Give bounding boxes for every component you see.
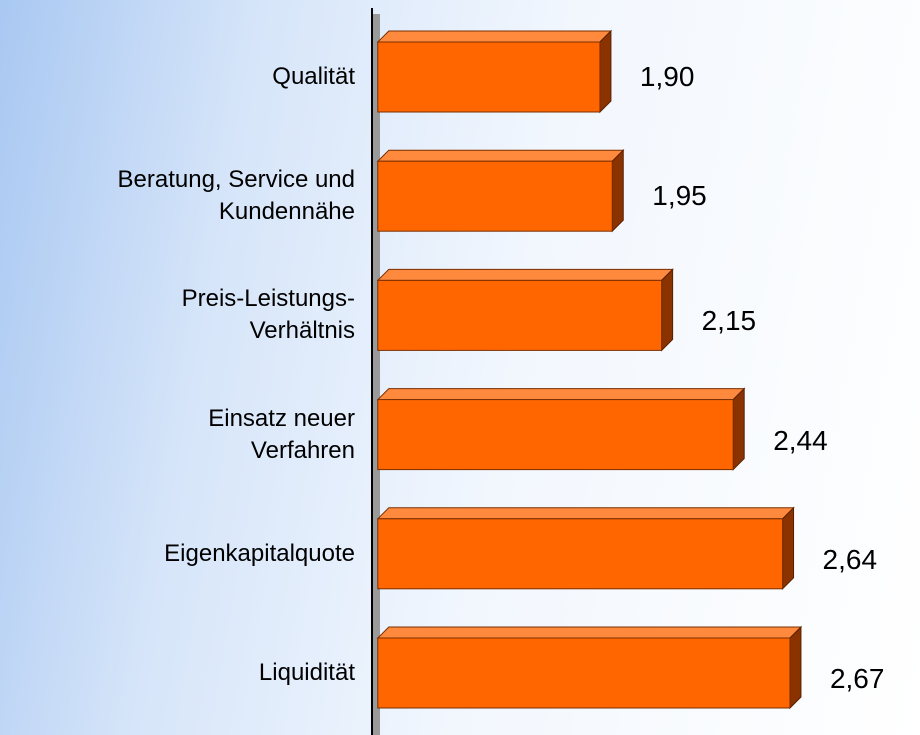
category-label: Preis-Leistungs- Verhältnis bbox=[181, 285, 355, 345]
category-label: Beratung, Service und Kundennähe bbox=[117, 166, 355, 226]
value-label: 2,15 bbox=[701, 305, 757, 337]
bar-side bbox=[782, 506, 795, 591]
value-label: 2,67 bbox=[829, 663, 885, 694]
bar-side bbox=[732, 387, 745, 471]
bar-top bbox=[376, 507, 795, 520]
category-label: Qualität bbox=[272, 63, 355, 90]
bar bbox=[377, 160, 613, 232]
bar bbox=[377, 279, 663, 351]
category-label: Eigenkapitalquote bbox=[164, 539, 355, 567]
value-label: 1,90 bbox=[639, 61, 695, 92]
bar bbox=[377, 518, 784, 590]
axis-depth bbox=[372, 14, 380, 735]
bar-top bbox=[376, 30, 613, 43]
category-label: Liquidität bbox=[258, 659, 355, 686]
category-label: Einsatz neuer Verfahren bbox=[208, 404, 355, 464]
bar-side bbox=[789, 625, 802, 710]
bar-side bbox=[661, 268, 674, 352]
bar bbox=[377, 637, 791, 709]
bar-top bbox=[376, 268, 674, 281]
bar-side bbox=[611, 148, 624, 233]
value-label: 2,44 bbox=[773, 424, 828, 456]
bar-top bbox=[376, 626, 803, 639]
value-label: 2,64 bbox=[822, 543, 878, 575]
value-label: 1,95 bbox=[652, 180, 707, 212]
bar bbox=[377, 41, 601, 113]
bar-side bbox=[599, 29, 612, 114]
bar-top bbox=[376, 149, 625, 162]
bar-top bbox=[376, 388, 746, 401]
bar bbox=[377, 399, 734, 471]
